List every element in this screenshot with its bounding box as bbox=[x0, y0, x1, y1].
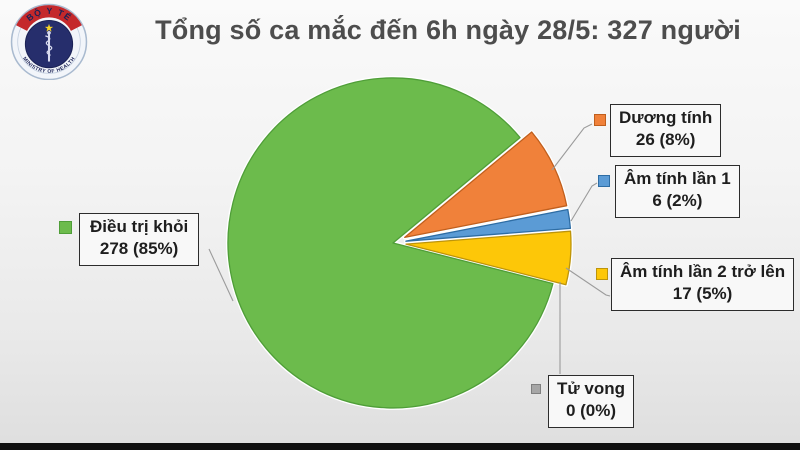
legend-am-tinh-lan-2: Âm tính lần 2 trở lên 17 (5%) bbox=[596, 258, 795, 311]
pie-slices bbox=[225, 75, 573, 410]
legend-marker-am-tinh-lan-2 bbox=[596, 268, 608, 280]
legend-label: Điều trị khỏi bbox=[90, 217, 189, 236]
legend-marker-am-tinh-lan-1 bbox=[598, 175, 610, 187]
rod-of-asclepius-icon bbox=[45, 30, 53, 62]
star-icon bbox=[44, 23, 54, 32]
leader-line-duong-tinh bbox=[551, 123, 593, 171]
ministry-of-health-logo: BỘ Y TẾ MINISTRY OF HEALTH bbox=[10, 3, 88, 80]
leader-line-dieu-tri-khoi bbox=[208, 248, 234, 302]
legend-value: 6 (2%) bbox=[652, 191, 703, 211]
legend-label: Âm tính lần 1 bbox=[624, 169, 731, 188]
legend-value: 278 (85%) bbox=[99, 239, 179, 259]
legend-label: Dương tính bbox=[619, 108, 713, 127]
pie-slice-0 bbox=[404, 131, 568, 239]
legend-dieu-tri-khoi: Điều trị khỏi 278 (85%) bbox=[59, 213, 200, 266]
leader-line-am-tinh-1 bbox=[570, 182, 598, 222]
legend-tu-vong: Tử vong 0 (0%) bbox=[531, 375, 635, 428]
bottom-bar bbox=[0, 443, 800, 450]
legend-value: 17 (5%) bbox=[672, 284, 733, 304]
legend-value: 26 (8%) bbox=[635, 130, 696, 150]
leader-line-am-tinh-2 bbox=[565, 267, 611, 297]
legend-value: 0 (0%) bbox=[565, 401, 617, 421]
logo-red-band bbox=[16, 5, 82, 32]
page-title: Tổng số ca mắc đến 6h ngày 28/5: 327 ngư… bbox=[155, 15, 741, 45]
legend-marker-tu-vong bbox=[531, 384, 541, 394]
pie-slice-1 bbox=[405, 208, 572, 242]
legend-label: Âm tính lần 2 trở lên bbox=[620, 262, 786, 281]
legend-marker-duong-tinh bbox=[594, 114, 606, 126]
legend-label: Tử vong bbox=[557, 379, 626, 398]
legend-duong-tinh: Dương tính 26 (8%) bbox=[594, 104, 722, 157]
legend-am-tinh-lan-1: Âm tính lần 1 6 (2%) bbox=[598, 165, 740, 218]
pie-slice-2 bbox=[405, 230, 572, 286]
pie-slice-4 bbox=[227, 77, 554, 409]
legend-marker-dieu-tri-khoi bbox=[59, 221, 72, 234]
